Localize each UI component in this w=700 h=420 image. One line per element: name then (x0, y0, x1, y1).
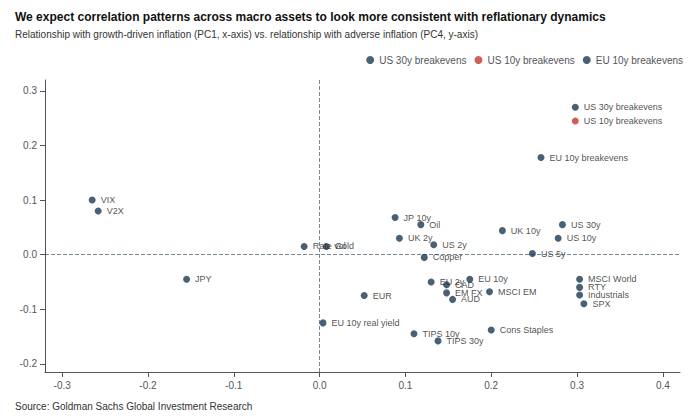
svg-text:UK 10y: UK 10y (511, 226, 541, 236)
svg-text:EU 2y: EU 2y (439, 276, 465, 287)
svg-text:0.1: 0.1 (398, 380, 412, 391)
svg-text:0.2: 0.2 (23, 140, 37, 151)
svg-text:Gold: Gold (335, 241, 354, 251)
svg-text:EU 10y breakevens: EU 10y breakevens (596, 55, 683, 66)
svg-text:Source: Goldman Sachs Global I: Source: Goldman Sachs Global Investment … (15, 401, 252, 412)
svg-text:Oil: Oil (429, 220, 440, 230)
svg-text:Copper: Copper (433, 252, 463, 262)
svg-text:CAD: CAD (455, 279, 475, 290)
svg-text:0.4: 0.4 (656, 380, 670, 391)
svg-text:RTY: RTY (588, 282, 606, 293)
svg-text:US 30y: US 30y (571, 220, 601, 230)
svg-text:US 10y breakevens: US 10y breakevens (584, 116, 663, 126)
svg-text:0.3: 0.3 (23, 85, 37, 96)
svg-text:US 10y breakevens: US 10y breakevens (487, 55, 574, 66)
svg-text:EU 10y: EU 10y (478, 274, 508, 284)
svg-text:0.1: 0.1 (23, 195, 37, 206)
svg-text:US 30y breakevens: US 30y breakevens (379, 55, 466, 66)
svg-text:Industrials: Industrials (588, 290, 630, 300)
svg-text:VIX: VIX (101, 195, 116, 205)
svg-text:EU 10y breakevens: EU 10y breakevens (549, 153, 628, 163)
svg-text:MSCI World: MSCI World (588, 274, 637, 285)
svg-text:US 2y: US 2y (442, 240, 467, 250)
svg-text:0.0: 0.0 (313, 380, 327, 391)
svg-text:0.3: 0.3 (570, 380, 584, 391)
svg-text:-0.3: -0.3 (54, 380, 72, 391)
svg-text:EU 10y real yield: EU 10y real yield (332, 318, 400, 328)
svg-text:JP 10y: JP 10y (404, 213, 432, 223)
svg-text:Cons Staples: Cons Staples (500, 325, 554, 335)
svg-text:US 5y: US 5y (541, 249, 566, 259)
svg-text:-0.2: -0.2 (139, 380, 157, 391)
svg-text:TIPS 30y: TIPS 30y (447, 336, 485, 346)
svg-text:V2X: V2X (107, 206, 124, 216)
svg-text:-0.2: -0.2 (20, 358, 38, 369)
svg-text:0.2: 0.2 (484, 380, 498, 391)
svg-text:We expect correlation patterns: We expect correlation patterns across ma… (15, 10, 606, 24)
svg-text:0.0: 0.0 (23, 249, 37, 260)
svg-text:UK 2y: UK 2y (408, 233, 433, 243)
svg-text:EM FX: EM FX (455, 287, 483, 298)
svg-text:-0.1: -0.1 (225, 380, 243, 391)
svg-text:-0.1: -0.1 (20, 304, 38, 315)
svg-text:US 30y breakevens: US 30y breakevens (584, 102, 663, 112)
svg-text:US 10y: US 10y (567, 233, 597, 243)
svg-text:SPX: SPX (592, 299, 610, 309)
svg-text:MSCI EM: MSCI EM (498, 287, 537, 297)
svg-text:Relationship with growth-drive: Relationship with growth-driven inflatio… (15, 29, 478, 40)
svg-text:JPY: JPY (195, 274, 212, 284)
svg-text:AUD: AUD (461, 294, 481, 304)
svg-text:Rate vol: Rate vol (312, 241, 346, 252)
svg-text:TIPS 10y: TIPS 10y (422, 328, 460, 339)
svg-text:EUR: EUR (373, 291, 393, 301)
